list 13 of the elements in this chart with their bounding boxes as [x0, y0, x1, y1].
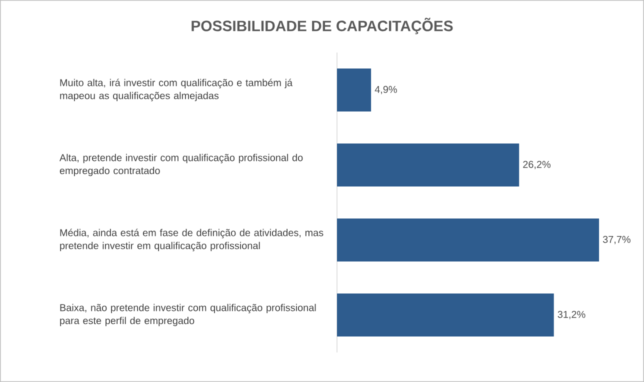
chart-title: POSSIBILIDADE DE CAPACITAÇÕES	[192, 18, 453, 34]
data-label: 37,7%	[602, 236, 630, 244]
y-tick-label: Média, ainda está em fase de definição de atividades, mas pretende investir em qualificação profissional	[60, 228, 324, 252]
y-tick-label: Baixa, não pretende investir com qualificação profissional para este perfil de empregado	[60, 304, 316, 326]
y-tick-label: Alta, pretende investir com qualificação profissional do empregado contratado	[59, 154, 303, 176]
data-label: 4,9%	[374, 86, 397, 94]
data-label: 26,2%	[523, 160, 551, 170]
bar	[337, 144, 520, 187]
data-label: 31,2%	[558, 310, 586, 320]
bar	[337, 218, 600, 262]
bar	[337, 68, 372, 112]
bar	[337, 294, 554, 337]
y-tick-label: Muito alta, irá investir com qualificação e também já mapeou as qualificações almejadas	[60, 78, 293, 102]
